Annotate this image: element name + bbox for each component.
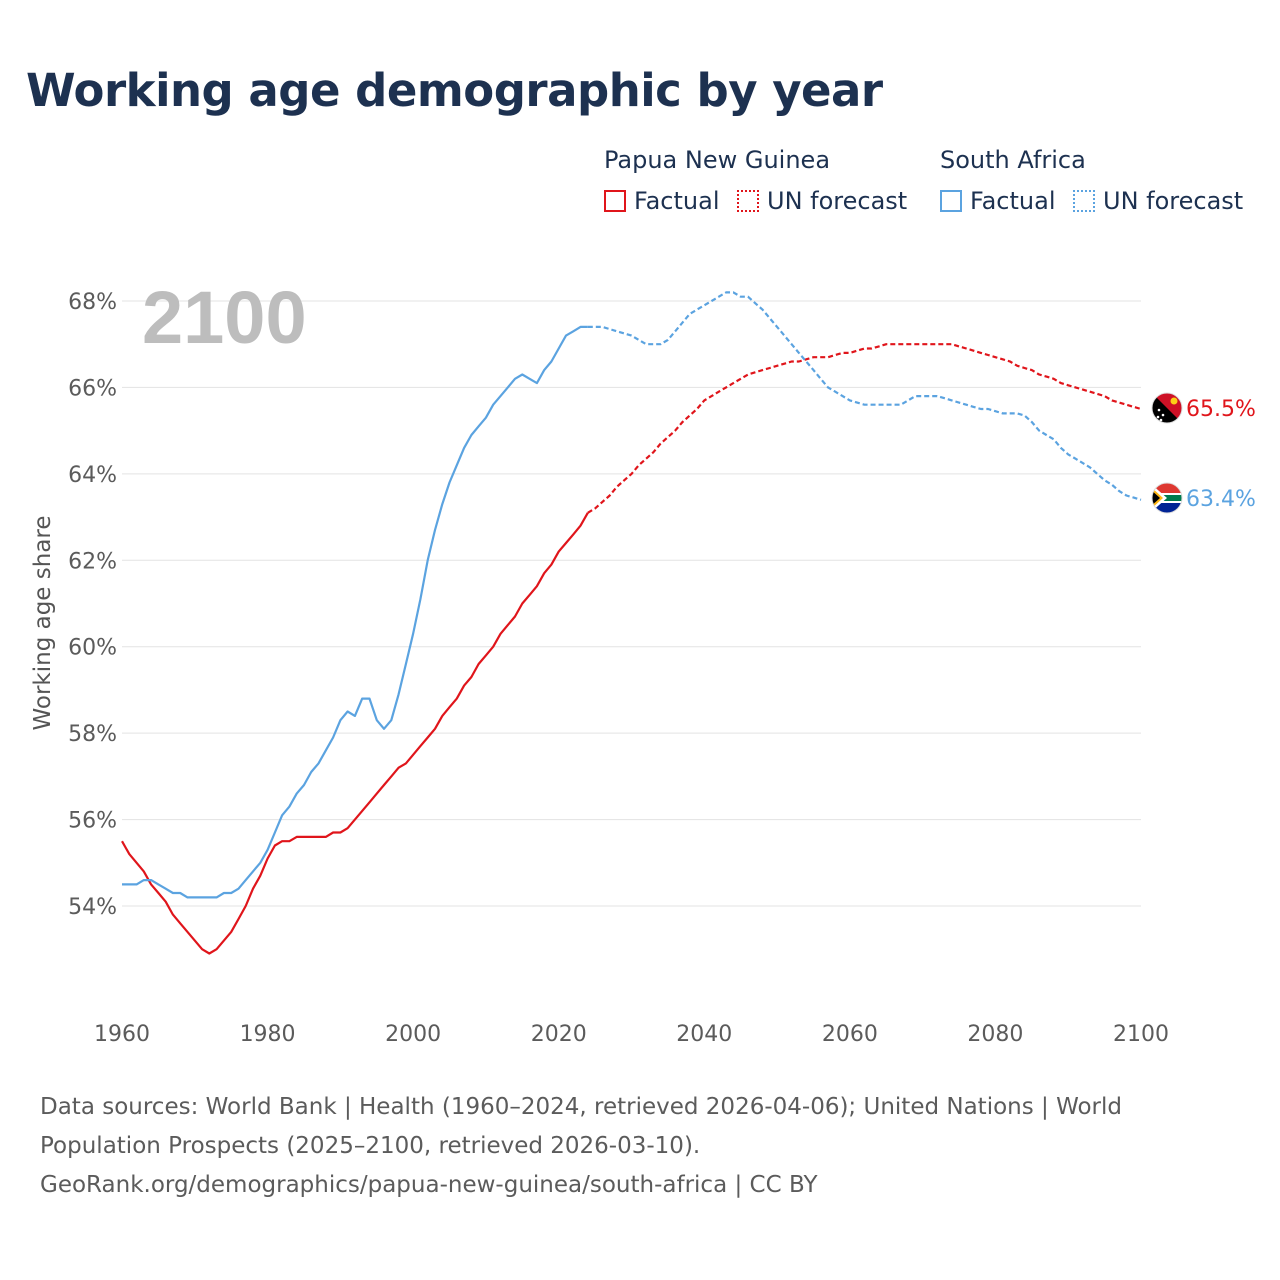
x-tick-label: 2080 [967,1022,1023,1047]
series-line-papua-new-guinea-factual[interactable] [121,512,589,955]
data-sources-footnote: Data sources: World Bank | Health (1960–… [40,1088,1180,1205]
series-line-south-africa-forecast[interactable] [587,291,1142,501]
x-tick-label: 1980 [240,1022,296,1047]
y-tick-label: 66% [68,376,117,401]
legend-item-za-forecast[interactable]: UN forecast [1073,186,1243,216]
y-tick-label: 68% [68,290,117,315]
legend-swatch-solid [604,190,626,212]
y-tick-label: 56% [68,809,117,834]
legend-swatch-dotted [737,190,759,212]
end-value-label-south-africa: 63.4% [1186,487,1256,512]
y-tick-label: 54% [68,895,117,920]
y-axis: 54% 56% 58% 60% 62% 64% 66% 68% [68,290,117,920]
legend-label: UN forecast [767,187,908,215]
grid [122,300,1141,907]
y-tick-label: 64% [68,463,117,488]
legend-item-png-factual[interactable]: Factual [604,186,720,216]
legend-swatch-solid [940,190,962,212]
legend-swatch-dotted [1073,190,1095,212]
legend-item-png-forecast[interactable]: UN forecast [737,186,907,216]
legend-item-za-factual[interactable]: Factual [940,186,1056,216]
chart-title: Working age demographic by year [26,64,883,117]
sources-url[interactable]: GeoRank.org/demographics/papua-new-guine… [40,1172,818,1198]
y-axis-label: Working age share [30,515,56,730]
x-tick-label: 1960 [94,1022,150,1047]
series-line-south-africa-factual[interactable] [122,325,588,899]
papua-new-guinea-flag-icon [1151,392,1183,424]
south-africa-flag-icon [1151,482,1183,514]
legend-group-title-papua-new-guinea: Papua New Guinea [604,146,831,174]
series-line-papua-new-guinea-forecast[interactable] [587,343,1142,514]
y-tick-label: 60% [68,636,117,661]
legend-label: UN forecast [1103,187,1244,215]
y-tick-label: 62% [68,549,117,574]
legend-label: Factual [970,187,1056,215]
legend-group-title-south-africa: South Africa [940,146,1086,174]
x-tick-label: 2040 [676,1022,732,1047]
x-tick-label: 2000 [385,1022,441,1047]
x-axis: 1960 1980 2000 2020 2040 2060 2080 2100 [94,1022,1169,1047]
x-tick-label: 2020 [531,1022,587,1047]
legend-label: Factual [634,187,720,215]
year-watermark: 2100 [142,276,307,359]
x-tick-label: 2060 [822,1022,878,1047]
y-tick-label: 58% [68,722,117,747]
x-tick-label: 2100 [1113,1022,1169,1047]
sources-line: Data sources: World Bank | Health (1960–… [40,1094,1122,1120]
sources-line: Population Prospects (2025–2100, retriev… [40,1133,701,1159]
series [121,291,1142,955]
end-value-label-papua-new-guinea: 65.5% [1186,397,1256,422]
